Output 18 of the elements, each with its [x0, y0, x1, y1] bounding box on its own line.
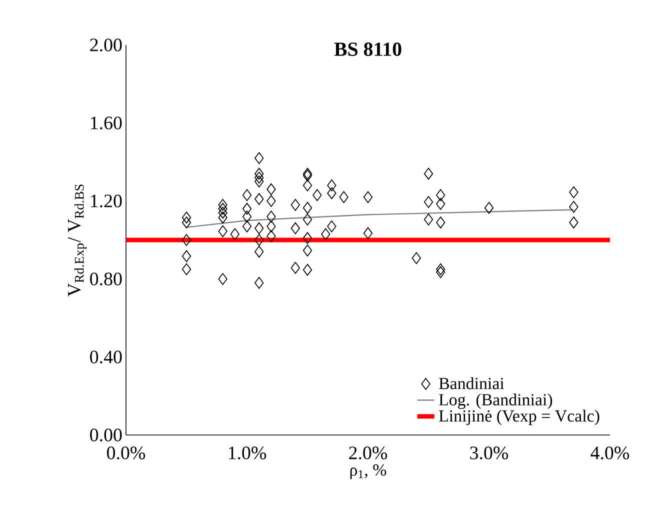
y-tick-label: 1.60	[91, 116, 122, 130]
y-tick-label: 0.40	[90, 350, 122, 364]
x-tick-label: 0.0%	[107, 446, 146, 460]
y-tick-label: 1.20	[91, 194, 122, 208]
y-tick-label: 2.00	[90, 38, 122, 52]
legend-label: Linijinė (Vexp = Vcalc)	[439, 410, 600, 426]
chart-title: BS 8110	[334, 42, 402, 56]
x-tick-label: 4.0%	[590, 446, 630, 460]
line-series	[186, 209, 574, 228]
y-axis-title: V$_{Rd.Exp}$/ V$_{Rd.BS}$	[68, 184, 87, 296]
x-axis-title: ρ$_{1}$, %	[350, 464, 386, 480]
y-tick-label: 0.00	[90, 428, 122, 442]
x-tick-label: 1.0%	[228, 446, 266, 460]
legend-label: Bandiniai	[439, 377, 504, 390]
x-tick-label: 3.0%	[470, 446, 508, 460]
y-tick-label: 0.80	[90, 272, 122, 286]
legend-label: Log. (Bandiniai)	[439, 394, 552, 409]
x-tick-label: 2.0%	[349, 446, 388, 460]
